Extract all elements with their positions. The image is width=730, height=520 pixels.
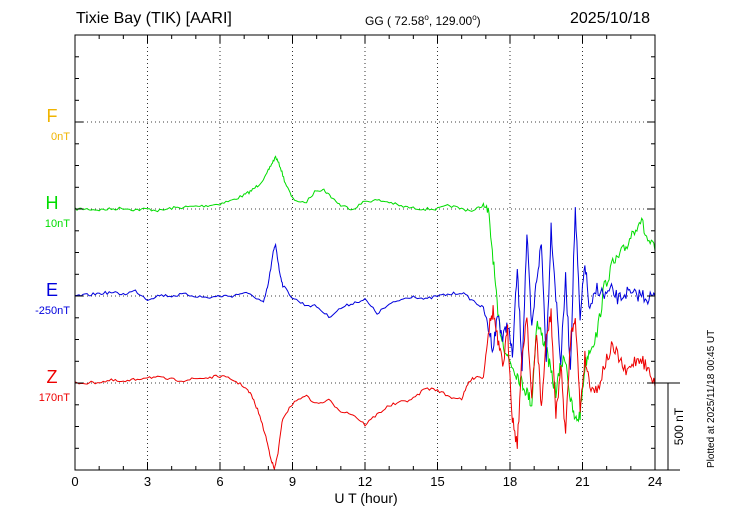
x-tick-label-9: 9	[289, 474, 296, 489]
series-name-E: E	[46, 280, 58, 300]
trace-H	[74, 155, 656, 423]
x-tick-label-12: 12	[358, 474, 372, 489]
x-tick-label-21: 21	[575, 474, 589, 489]
x-tick-label-15: 15	[430, 474, 444, 489]
coords-prefix: GG ( 72.58	[365, 14, 425, 28]
x-tick-label-3: 3	[144, 474, 151, 489]
series-baseline-F: 0nT	[51, 131, 70, 143]
x-tick-label-0: 0	[71, 474, 78, 489]
x-tick-label-24: 24	[648, 474, 662, 489]
coords-suffix: )	[476, 14, 481, 28]
date-label: 2025/10/18	[570, 10, 651, 27]
scale-bar-label: 500 nT	[672, 407, 686, 445]
trace-Z	[74, 305, 656, 471]
series-baseline-H: 10nT	[45, 218, 70, 230]
scale-bar: 500 nT	[655, 382, 686, 471]
degree-mark-1: o	[424, 13, 429, 22]
station-title: Tixie Bay (TIK) [AARI]	[76, 10, 232, 27]
series-name-F: F	[47, 106, 58, 126]
axis-ticks	[74, 34, 656, 471]
series-baseline-Z: 170nT	[39, 392, 70, 404]
plot-frame	[74, 34, 656, 471]
grid-lines	[75, 35, 655, 470]
series-name-Z: Z	[47, 367, 58, 387]
coords-mid: , 129.00	[428, 14, 473, 28]
data-traces	[74, 155, 656, 471]
degree-mark-2: o	[472, 13, 477, 22]
coordinates-label: GG ( 72.58o, 129.00o)	[365, 13, 481, 28]
x-tick-label-18: 18	[503, 474, 517, 489]
series-baseline-E: -250nT	[35, 305, 70, 317]
x-tick-label-6: 6	[216, 474, 223, 489]
axis-labels: 0 3 6 9 12 15 18 21 24 F 0nT H 10nT E -250nT Z 170nT	[35, 106, 662, 489]
series-name-H: H	[46, 193, 59, 213]
trace-E	[74, 207, 656, 372]
x-axis-label: U T (hour)	[334, 490, 397, 506]
